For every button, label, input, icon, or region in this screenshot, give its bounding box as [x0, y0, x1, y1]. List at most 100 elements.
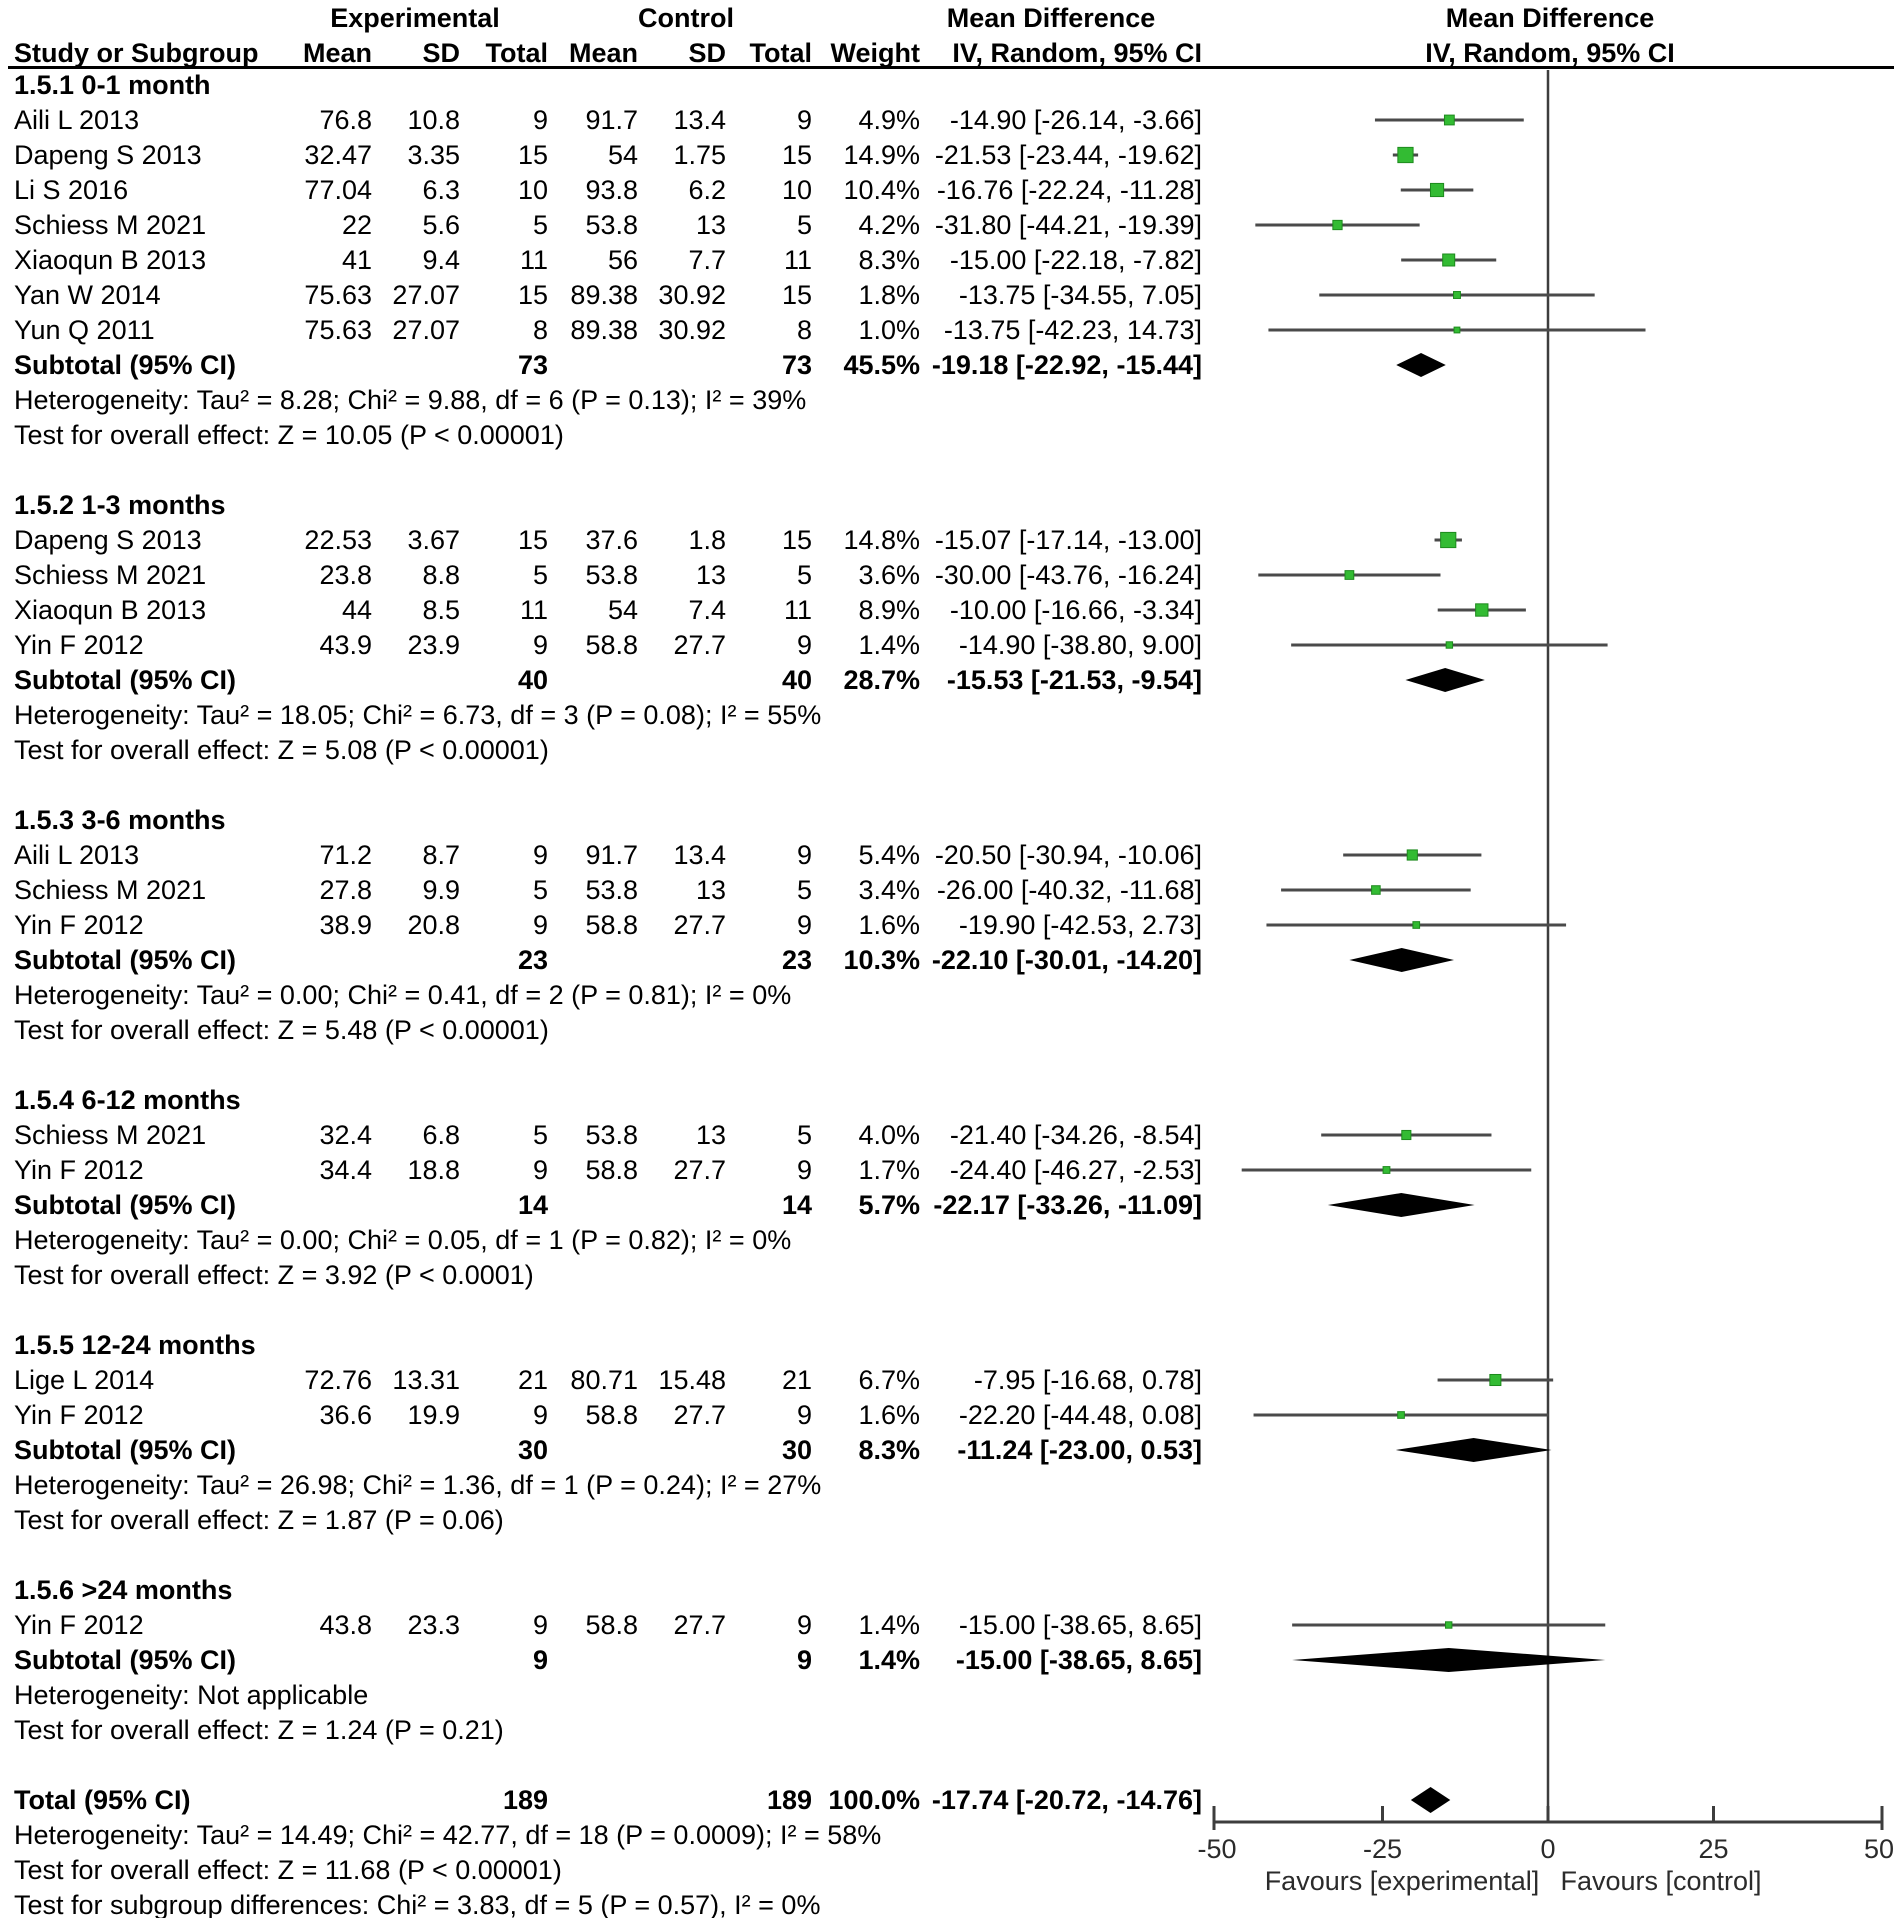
study-row: Yin F 2012 34.4 18.8 9 58.8 27.7 9 1.7% -24.40 [… [0, 1153, 1901, 1188]
sd-experimental-value: 27.07 [392, 280, 460, 310]
total-control-value: 9 [796, 1155, 812, 1185]
favours-experimental-label: Favours [experimental] [1264, 1866, 1540, 1896]
ci-text-value: -13.75 [-42.23, 14.73] [943, 315, 1202, 345]
mean-control-value: 54 [607, 595, 638, 625]
effect-test-note: Test for overall effect: Z = 1.24 (P = 0… [0, 1713, 1901, 1748]
weight-value: 8.9% [858, 595, 920, 625]
subtotal-control-n: 23 [781, 945, 812, 975]
sd-control-value: 6.2 [688, 175, 726, 205]
study-row: Lige L 2014 72.76 13.31 21 80.71 15.48 21 6.7% -… [0, 1363, 1901, 1398]
study-name: Yin F 2012 [14, 910, 144, 940]
study-row: Dapeng S 2013 22.53 3.67 15 37.6 1.8 15 14.8% -1… [0, 523, 1901, 558]
heterogeneity-note: Heterogeneity: Tau² = 0.00; Chi² = 0.05,… [0, 1223, 1901, 1258]
subtotal-label: Subtotal (95% CI) [14, 1435, 237, 1465]
study-row: Li S 2016 77.04 6.3 10 93.8 6.2 10 10.4% -16.76 … [0, 173, 1901, 208]
mean-control-value: 58.8 [585, 1155, 638, 1185]
mean-experimental-value: 22 [341, 210, 372, 240]
study-name: Schiess M 2021 [14, 560, 207, 590]
weight-header: Weight [830, 38, 921, 68]
total-control-value: 10 [781, 175, 812, 205]
sd-experimental-value: 9.9 [422, 875, 460, 905]
total-experimental-header: Total [485, 38, 549, 68]
subtotal-control-n: 9 [796, 1645, 812, 1675]
mean-control-value: 53.8 [585, 210, 638, 240]
heterogeneity-text: Heterogeneity: Tau² = 18.05; Chi² = 6.73… [14, 700, 822, 730]
subtotal-ci-text: -19.18 [-22.92, -15.44] [931, 350, 1202, 380]
study-row: Yin F 2012 43.8 23.3 9 58.8 27.7 9 1.4% -15.00 [… [0, 1608, 1901, 1643]
heterogeneity-text: Heterogeneity: Tau² = 0.00; Chi² = 0.05,… [14, 1225, 792, 1255]
subtotal-experimental-n: 23 [517, 945, 548, 975]
ci-text-value: -16.76 [-22.24, -11.28] [936, 175, 1202, 205]
sd-control-value: 7.7 [688, 245, 726, 275]
weight-value: 14.8% [843, 525, 920, 555]
total-experimental-value: 8 [532, 315, 548, 345]
subgroup-test-text: Test for subgroup differences: Chi² = 3.… [14, 1890, 821, 1918]
sd-control-value: 13 [695, 210, 726, 240]
study-column-header: Study or Subgroup [14, 38, 259, 68]
mean-experimental-value: 77.04 [304, 175, 372, 205]
sd-control-value: 1.8 [688, 525, 726, 555]
effect-test-note: Test for overall effect: Z = 1.87 (P = 0… [0, 1503, 1901, 1538]
total-effect-test-note: Test for overall effect: Z = 11.68 (P < … [0, 1853, 1901, 1888]
study-name: Yin F 2012 [14, 1155, 144, 1185]
study-name: Xiaoqun B 2013 [14, 595, 207, 625]
total-experimental-value: 15 [517, 525, 548, 555]
total-control-value: 5 [796, 560, 812, 590]
header-rule [8, 66, 1894, 69]
effect-test-text: Test for overall effect: Z = 1.24 (P = 0… [14, 1715, 504, 1745]
section-title-label: 1.5.4 6-12 months [14, 1085, 241, 1115]
sd-experimental-value: 8.7 [422, 840, 460, 870]
subtotal-ci-text: -22.17 [-33.26, -11.09] [933, 1190, 1202, 1220]
subtotal-ci-text: -15.00 [-38.65, 8.65] [955, 1645, 1202, 1675]
weight-value: 3.4% [858, 875, 920, 905]
subtotal-row: Subtotal (95% CI) 40 40 28.7% -15.53 [-21.53… [0, 663, 1901, 698]
mean-control-value: 56 [607, 245, 638, 275]
mean-experimental-header: Mean [302, 38, 372, 68]
total-experimental-value: 5 [532, 560, 548, 590]
section-title-label: 1.5.2 1-3 months [14, 490, 226, 520]
study-name: Dapeng S 2013 [14, 140, 202, 170]
total-experimental-value: 9 [532, 105, 548, 135]
effect-marker [1401, 1129, 1412, 1141]
effect-marker [1397, 146, 1414, 164]
subtotal-experimental-n: 40 [517, 665, 548, 695]
weight-value: 1.6% [858, 910, 920, 940]
mean-experimental-value: 23.8 [319, 560, 372, 590]
section-title-label: 1.5.3 3-6 months [14, 805, 226, 835]
subtotal-experimental-n: 73 [517, 350, 548, 380]
total-experimental-value: 9 [532, 630, 548, 660]
section-title: 1.5.1 0-1 month [0, 68, 1901, 103]
total-experimental-value: 5 [532, 210, 548, 240]
study-row: Aili L 2013 76.8 10.8 9 91.7 13.4 9 4.9% -14.90 … [0, 103, 1901, 138]
effect-marker [1344, 570, 1355, 580]
mean-experimental-value: 72.76 [304, 1365, 372, 1395]
effect-marker [1489, 1373, 1502, 1387]
total-control-value: 5 [796, 875, 812, 905]
total-experimental-value: 15 [517, 280, 548, 310]
total-experimental-value: 10 [517, 175, 548, 205]
subtotal-control-n: 14 [781, 1190, 812, 1220]
ci-text-value: -30.00 [-43.76, -16.24] [934, 560, 1202, 590]
total-experimental-value: 5 [532, 875, 548, 905]
ci-text-value: -21.53 [-23.44, -19.62] [934, 140, 1202, 170]
sd-control-value: 13.4 [673, 840, 726, 870]
subtotal-diamond [1405, 668, 1485, 692]
subtotal-label: Subtotal (95% CI) [14, 350, 237, 380]
weight-value: 5.4% [858, 840, 920, 870]
sd-control-value: 13 [695, 1120, 726, 1150]
subtotal-experimental-n: 14 [517, 1190, 548, 1220]
subtotal-ci-text: -11.24 [-23.00, 0.53] [957, 1435, 1202, 1465]
total-control-value: 21 [781, 1365, 812, 1395]
weight-value: 14.9% [843, 140, 920, 170]
mean-difference-text-header: Mean Difference [946, 3, 1156, 33]
subtotal-ci-text: -15.53 [-21.53, -9.54] [946, 665, 1202, 695]
total-control-value: 8 [796, 315, 812, 345]
study-row: Yin F 2012 36.6 19.9 9 58.8 27.7 9 1.6% -22.20 [… [0, 1398, 1901, 1433]
sd-experimental-value: 10.8 [407, 105, 460, 135]
effect-test-text: Test for overall effect: Z = 10.05 (P < … [14, 420, 564, 450]
sd-control-value: 7.4 [688, 595, 726, 625]
effect-marker [1332, 219, 1343, 231]
subtotal-weight: 45.5% [843, 350, 920, 380]
mean-control-value: 91.7 [585, 840, 638, 870]
effect-marker [1453, 291, 1461, 299]
